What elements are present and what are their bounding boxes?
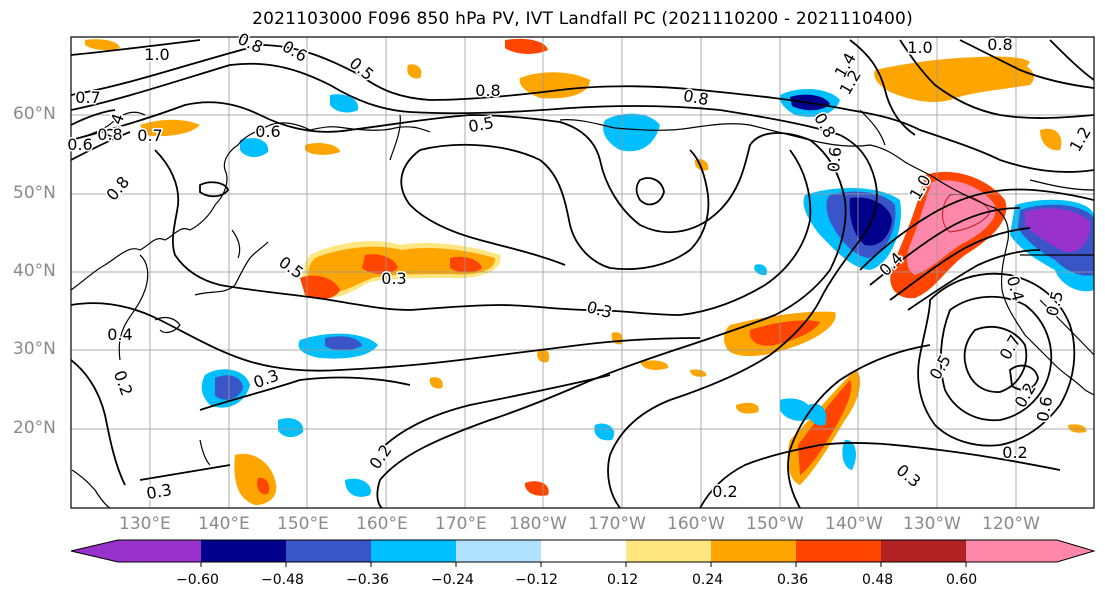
colorbar-segment [118,540,201,562]
colorbar-tick-label: −0.36 [346,572,389,588]
lon-label-130e: 130°E [119,514,171,534]
colorbar-segment [201,540,286,562]
ivt-contours [71,39,1094,508]
colorbar-right-extension [1057,540,1094,562]
contour-label: 0.6 [824,146,845,173]
colorbar-segment [966,540,1057,562]
graticule [71,37,1094,508]
lon-label-170e: 170°E [435,514,487,534]
colorbar-segment [626,540,711,562]
lon-label-150e: 150°E [277,514,329,534]
colorbar-tick-label: −0.48 [261,572,304,588]
contour-label: 0.5 [467,113,495,136]
contour-label: 0.3 [381,269,406,288]
lat-label-40n: 40°N [13,261,56,281]
lon-label-160e: 160°E [356,514,408,534]
colorbar-tick-label: 0.60 [946,572,978,588]
lon-label-150w: 150°W [746,514,804,534]
colorbar-tick-label: −0.60 [176,572,219,588]
colorbar [70,539,1096,567]
colorbar-tick-label: 0.24 [692,572,724,588]
colorbar-tick-label: 0.48 [862,572,894,588]
coastlines [71,109,1094,508]
colorbar-tick-label: −0.24 [431,572,474,588]
colorbar-tick-label: 0.36 [777,572,809,588]
colorbar-segment [371,540,456,562]
colorbar-segment [796,540,881,562]
lat-label-50n: 50°N [13,183,56,203]
lat-label-20n: 20°N [13,418,56,438]
contour-label: 0.8 [987,35,1012,54]
lon-label-130w: 130°W [903,514,961,534]
lon-label-140w: 140°W [825,514,883,534]
colorbar-segment [711,540,796,562]
figure-title: 2021103000 F096 850 hPa PV, IVT Landfall… [252,9,913,29]
colorbar-segment [541,540,626,562]
lon-label-160w: 160°W [667,514,725,534]
lon-label-170w: 170°W [588,514,646,534]
contour-label: 0.4 [107,325,132,344]
lon-label-140e: 140°E [198,514,250,534]
colorbar-tick-label: 0.12 [607,572,639,588]
contour-label: 0.7 [75,88,100,107]
contour-label: 1.0 [907,38,932,57]
contour-label: 0.8 [475,81,500,100]
colorbar-segment [881,540,966,562]
colorbar-tick-label: −0.12 [515,572,558,588]
lon-label-120w: 120°W [982,514,1040,534]
contour-label: 0.6 [255,122,280,141]
contour-label: 0.2 [1002,443,1027,462]
contour-label: 0.2 [712,482,737,501]
lon-label-180w: 180°W [509,514,567,534]
colorbar-outline [70,539,1096,563]
lat-label-60n: 60°N [13,104,56,124]
pv-anomaly-shading [85,38,1094,505]
colorbar-left-extension [71,540,118,562]
map-border [70,36,1095,509]
contour-label: 0.7 [137,126,162,145]
contour-label: 0.8 [97,125,122,144]
contour-label: 1.0 [144,45,169,64]
colorbar-segment [286,540,371,562]
colorbar-segment [456,540,541,562]
lat-label-30n: 30°N [13,339,56,359]
contour-label: 0.6 [67,135,92,154]
